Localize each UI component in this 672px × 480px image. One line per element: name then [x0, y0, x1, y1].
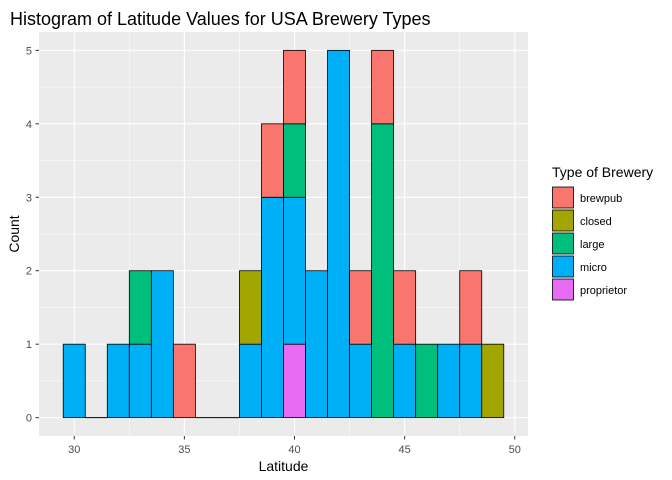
histogram-bar-large	[371, 123, 395, 419]
histogram-bar-micro	[261, 196, 284, 419]
legend-key-brewpub	[552, 186, 574, 209]
x-tick-label: 40	[288, 444, 300, 456]
chart-title: Histogram of Latitude Values for USA Bre…	[10, 9, 431, 29]
histogram-bar-brewpub	[261, 123, 284, 198]
y-axis-title: Count	[6, 215, 22, 252]
histogram-bar-micro	[393, 343, 417, 419]
legend-label-micro: micro	[580, 262, 607, 274]
legend: Type of Brewery brewpub closed large micro p…	[552, 164, 653, 301]
histogram-bar-brewpub	[172, 343, 196, 419]
legend-key-large	[552, 232, 574, 255]
y-tick-label: 5	[26, 45, 32, 57]
histogram-bar-proprietor	[283, 343, 306, 419]
x-tick-label: 45	[399, 444, 411, 456]
x-axis-title: Latitude	[259, 458, 309, 474]
histogram-bar-micro	[150, 270, 174, 419]
y-axis-ticks: 0 1 2 3 4 5	[26, 45, 39, 425]
histogram-bar-micro	[327, 49, 350, 419]
histogram-bar-large	[128, 270, 152, 345]
x-tick-label: 50	[509, 444, 521, 456]
legend-label-closed: closed	[580, 216, 612, 228]
histogram-bar-micro	[62, 343, 86, 419]
y-tick-label: 3	[26, 192, 32, 204]
legend-key-closed	[552, 209, 574, 232]
histogram-bar-closed	[481, 343, 505, 419]
histogram-bar-micro	[437, 343, 461, 419]
legend-key-micro	[552, 255, 574, 278]
histogram-bar-brewpub	[393, 270, 417, 345]
y-tick-label: 4	[26, 119, 32, 131]
histogram-bar-micro	[349, 343, 373, 419]
legend-label-brewpub: brewpub	[580, 193, 622, 205]
histogram-bar-micro	[283, 196, 306, 345]
histogram-bar-large	[283, 123, 306, 198]
histogram-bars	[62, 49, 505, 419]
histogram-bar-brewpub	[459, 270, 483, 345]
legend-label-proprietor: proprietor	[580, 285, 627, 297]
legend-key-proprietor	[552, 278, 574, 301]
histogram-bar-brewpub	[349, 270, 373, 345]
legend-label-large: large	[580, 239, 604, 251]
histogram-bar-micro	[459, 343, 483, 419]
histogram-bar-brewpub	[371, 49, 395, 125]
legend-title: Type of Brewery	[552, 164, 653, 180]
histogram-bar-micro	[106, 343, 130, 419]
y-tick-label: 2	[26, 266, 32, 278]
y-tick-label: 1	[26, 339, 32, 351]
x-tick-label: 30	[68, 444, 80, 456]
histogram-bar-closed	[239, 270, 262, 345]
x-axis-ticks: 30 35 40 45 50	[68, 436, 521, 456]
histogram-bar-brewpub	[283, 49, 306, 125]
histogram-bar-micro	[239, 343, 262, 419]
x-tick-label: 35	[178, 444, 190, 456]
histogram-bar-large	[415, 343, 439, 419]
y-tick-label: 0	[26, 413, 32, 425]
histogram-bar-micro	[305, 270, 328, 419]
histogram-bar-micro	[128, 343, 152, 419]
